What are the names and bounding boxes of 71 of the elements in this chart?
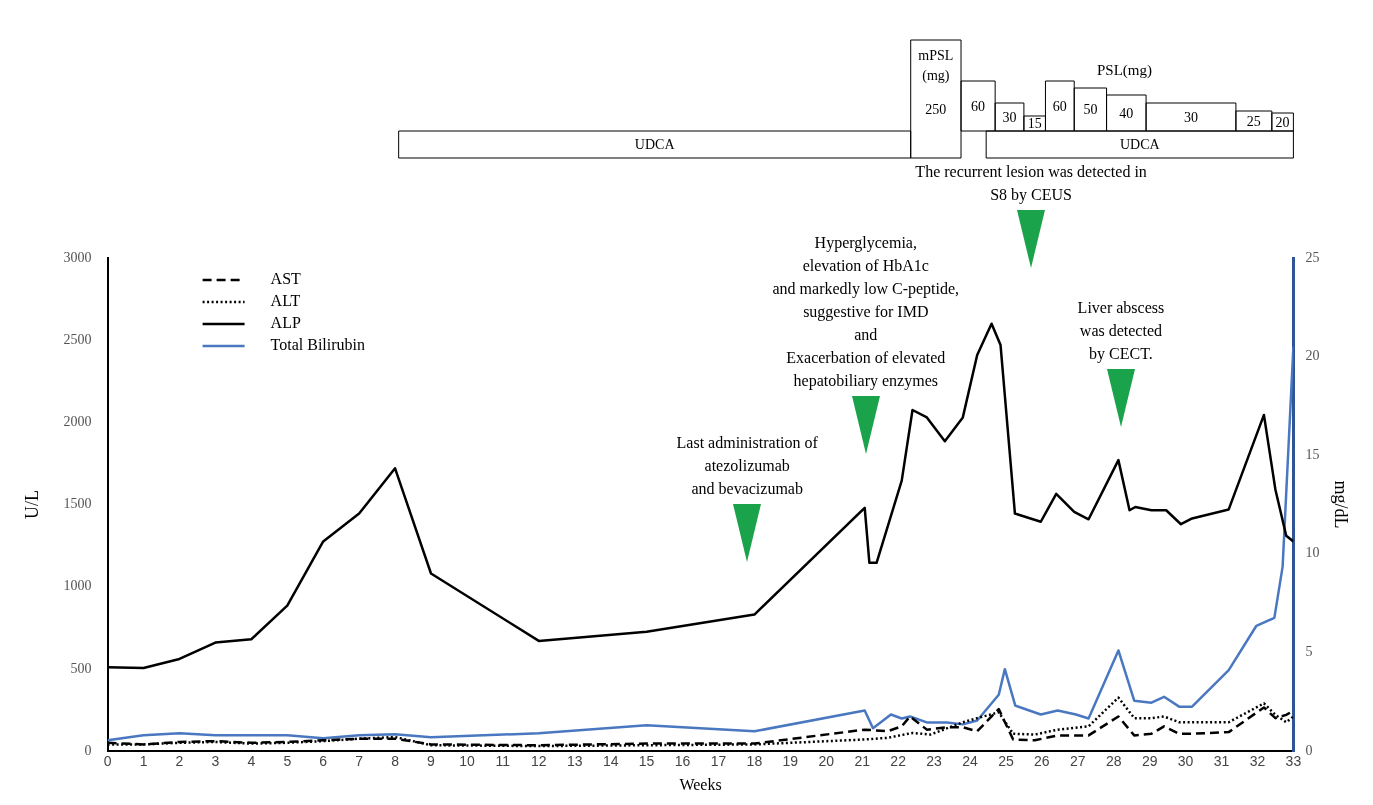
annotation: Liver abscess was detected by CECT. bbox=[1077, 299, 1165, 364]
legend-label: ALT bbox=[270, 292, 301, 310]
legend-label: AST bbox=[270, 270, 302, 288]
x-axis-title: Weeks bbox=[679, 775, 722, 793]
x-tick-label: 25 bbox=[998, 753, 1014, 770]
y2-axis-title: mg/dL bbox=[1331, 480, 1352, 529]
x-tick-label: 23 bbox=[926, 753, 943, 770]
y2-tick-label: 25 bbox=[1305, 249, 1320, 265]
x-tick-label: 13 bbox=[566, 753, 583, 770]
x-tick-label: 18 bbox=[746, 753, 763, 770]
x-tick-label: 14 bbox=[602, 753, 619, 770]
text: 15 bbox=[1027, 115, 1042, 131]
x-tick-label: 29 bbox=[1141, 753, 1158, 770]
y-tick-label: 1500 bbox=[63, 496, 92, 512]
text: PSL(mg) bbox=[1097, 61, 1153, 79]
x-tick-label: 24 bbox=[962, 753, 978, 770]
y2-tick-label: 15 bbox=[1305, 446, 1320, 462]
y-tick-label: 2500 bbox=[63, 331, 92, 347]
x-tick-label: 20 bbox=[818, 753, 835, 770]
x-tick-label: 2 bbox=[175, 753, 184, 770]
y2-tick-label: 20 bbox=[1305, 348, 1320, 364]
text: UDCA bbox=[1119, 137, 1161, 153]
text: mPSL (mg) 250 bbox=[918, 47, 954, 117]
y2-tick-label: 5 bbox=[1305, 644, 1313, 660]
y-tick-label: 3000 bbox=[63, 249, 92, 265]
y-axis-title: U/L bbox=[21, 490, 42, 519]
text: 25 bbox=[1246, 113, 1261, 129]
text: UDCA bbox=[634, 137, 676, 153]
y2-tick-label: 10 bbox=[1305, 545, 1320, 561]
x-tick-label: 31 bbox=[1213, 753, 1230, 770]
x-tick-label: 22 bbox=[890, 753, 907, 770]
x-tick-label: 12 bbox=[531, 753, 547, 770]
x-tick-label: 19 bbox=[782, 753, 799, 770]
y-tick-label: 0 bbox=[84, 742, 92, 758]
x-tick-label: 4 bbox=[247, 753, 256, 770]
x-tick-label: 17 bbox=[710, 753, 727, 770]
x-tick-label: 3 bbox=[211, 753, 220, 770]
x-tick-label: 9 bbox=[427, 753, 436, 770]
y-tick-label: 2000 bbox=[63, 414, 92, 430]
text: 50 bbox=[1083, 102, 1098, 118]
text: 60 bbox=[971, 98, 986, 114]
x-tick-label: 16 bbox=[674, 753, 691, 770]
y-tick-label: 500 bbox=[70, 660, 92, 676]
text: 30 bbox=[1183, 109, 1198, 125]
annotation: Last administration of atezolizumab and bevacizumab bbox=[676, 434, 819, 498]
x-tick-label: 32 bbox=[1249, 753, 1266, 770]
x-tick-label: 5 bbox=[283, 753, 292, 770]
annotation: Hyperglycemia, elevation of HbA1c and markedly low C-peptide, suggestive for IMD and Exacerbation of elevated hepatobiliary enzymes bbox=[772, 233, 960, 390]
x-tick-label: 26 bbox=[1034, 753, 1050, 770]
x-tick-label: 1 bbox=[139, 753, 148, 770]
x-tick-label: 21 bbox=[854, 753, 871, 770]
text: 40 bbox=[1119, 105, 1134, 121]
y2-tick-label: 0 bbox=[1305, 742, 1313, 758]
x-tick-label: 27 bbox=[1070, 753, 1086, 770]
text: The recurrent lesion was detected in S8 by CEUS bbox=[915, 163, 1147, 205]
x-tick-label: 33 bbox=[1285, 753, 1302, 770]
x-tick-label: 8 bbox=[391, 753, 400, 770]
x-tick-label: 0 bbox=[103, 753, 112, 770]
legend-label: ALP bbox=[270, 314, 301, 332]
x-tick-label: 15 bbox=[638, 753, 655, 770]
y-tick-label: 1000 bbox=[63, 578, 92, 594]
text: 20 bbox=[1275, 114, 1290, 130]
x-tick-label: 11 bbox=[495, 753, 511, 770]
x-tick-label: 28 bbox=[1105, 753, 1122, 770]
x-tick-label: 6 bbox=[319, 753, 328, 770]
legend-label: Total Bilirubin bbox=[270, 336, 366, 354]
text: 30 bbox=[1002, 109, 1017, 125]
x-tick-label: 10 bbox=[459, 753, 475, 770]
x-tick-label: 7 bbox=[355, 753, 364, 770]
text: 60 bbox=[1052, 98, 1067, 114]
x-tick-label: 30 bbox=[1177, 753, 1194, 770]
